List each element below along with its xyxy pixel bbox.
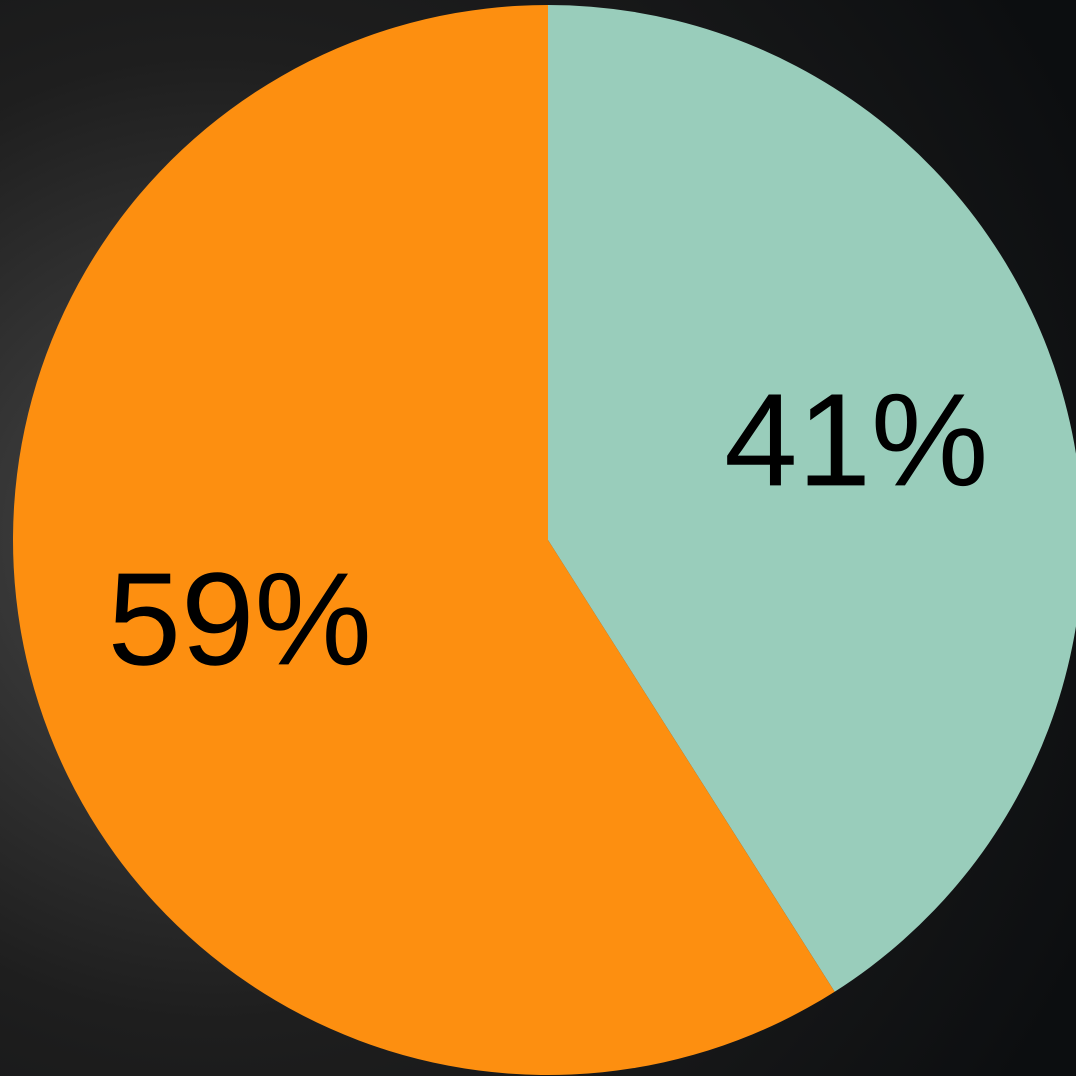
pie-slice (548, 5, 1076, 992)
slice-label: 59% (108, 545, 372, 692)
pie-slice (13, 5, 835, 1075)
slice-label: 41% (724, 366, 988, 513)
